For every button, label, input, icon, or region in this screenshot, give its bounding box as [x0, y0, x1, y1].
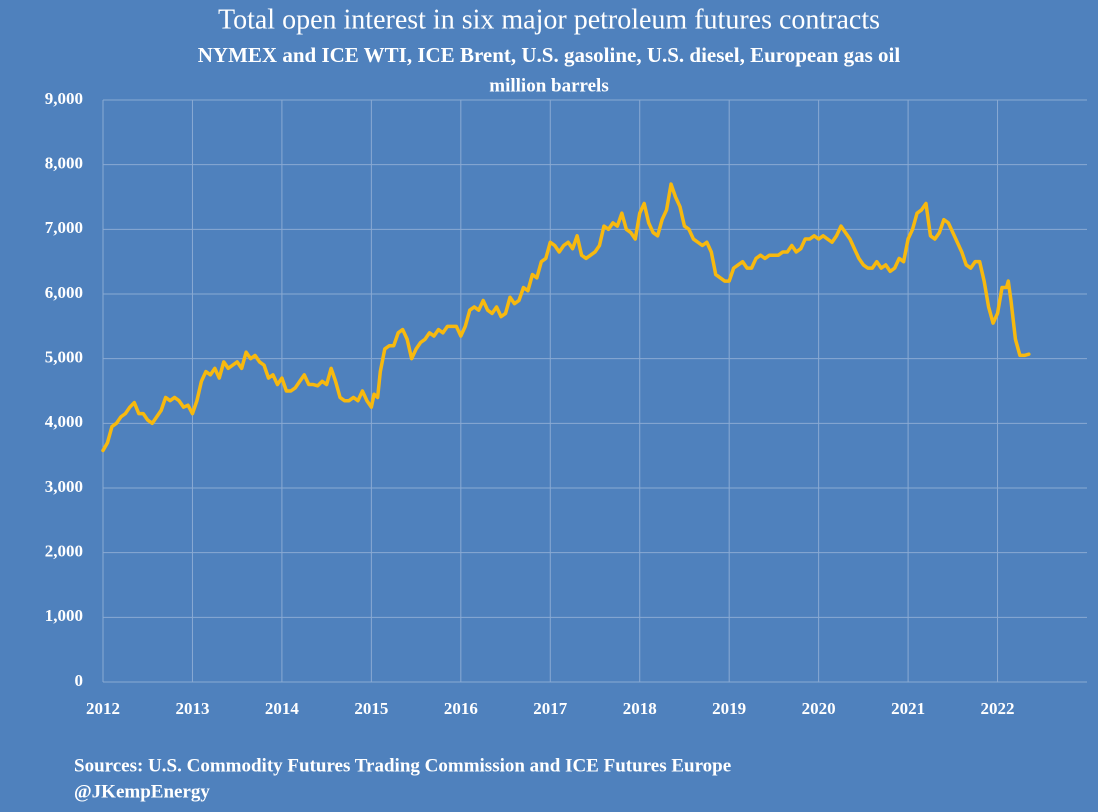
x-tick-label: 2019 [712, 699, 746, 718]
y-axis-label: million barrels [489, 75, 608, 96]
credit: @JKempEnergy [74, 781, 210, 802]
x-tick-label: 2021 [891, 699, 925, 718]
y-tick-label: 0 [75, 671, 84, 690]
x-tick-label: 2017 [533, 699, 568, 718]
chart-subtitle: NYMEX and ICE WTI, ICE Brent, U.S. gasol… [198, 43, 901, 67]
y-tick-label: 1,000 [45, 606, 83, 625]
y-tick-label: 4,000 [45, 412, 83, 431]
x-tick-label: 2014 [265, 699, 300, 718]
chart-title: Total open interest in six major petrole… [218, 4, 880, 35]
y-tick-label: 6,000 [45, 283, 83, 302]
y-tick-label: 9,000 [45, 89, 83, 108]
x-tick-label: 2022 [981, 699, 1015, 718]
x-tick-label: 2020 [802, 699, 836, 718]
y-tick-label: 3,000 [45, 477, 83, 496]
x-tick-label: 2015 [354, 699, 388, 718]
y-tick-label: 8,000 [45, 154, 83, 173]
y-tick-label: 5,000 [45, 348, 83, 367]
y-tick-label: 2,000 [45, 542, 83, 561]
x-tick-label: 2012 [86, 699, 120, 718]
y-tick-label: 7,000 [45, 218, 83, 237]
x-tick-label: 2013 [175, 699, 209, 718]
x-tick-label: 2016 [444, 699, 478, 718]
data-line [101, 182, 1031, 453]
source-note: Sources: U.S. Commodity Futures Trading … [74, 755, 731, 776]
x-tick-label: 2018 [623, 699, 657, 718]
